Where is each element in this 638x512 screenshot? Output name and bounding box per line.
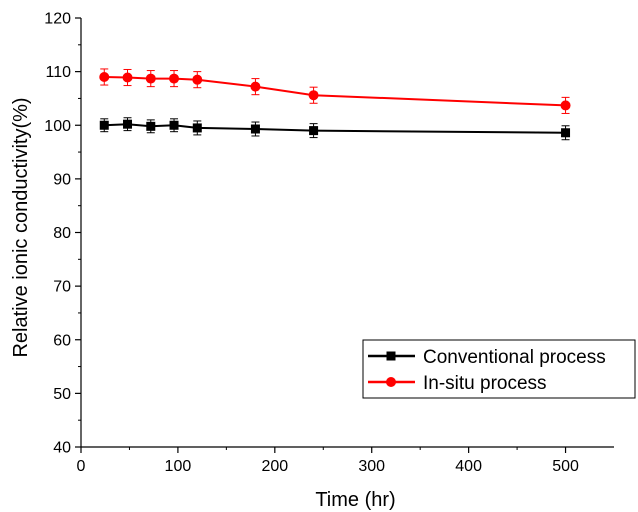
legend-box <box>362 339 636 399</box>
data-point-square <box>169 120 179 130</box>
data-point-circle <box>192 74 203 85</box>
legend-label-in-situ: In-situ process <box>423 373 547 394</box>
y-tick-label: 110 <box>45 64 71 81</box>
data-point-square <box>146 121 156 131</box>
y-tick-label: 40 <box>53 440 71 457</box>
data-point-square <box>561 128 571 138</box>
x-axis: 0 100 200 300 400 500 <box>77 447 579 475</box>
data-point-square <box>99 120 109 130</box>
x-tick-label: 500 <box>552 458 579 475</box>
data-point-circle <box>560 100 571 111</box>
y-tick-label: 90 <box>53 171 71 188</box>
legend-marker-square <box>386 351 396 361</box>
x-tick-label: 200 <box>261 458 288 475</box>
data-point-circle <box>122 72 133 83</box>
x-tick-label: 0 <box>77 458 86 475</box>
y-axis-title: Relative ionic conductivity(%) <box>10 97 32 357</box>
y-tick-label: 120 <box>44 11 71 28</box>
x-tick-label: 400 <box>455 458 482 475</box>
y-axis: 40 50 60 70 80 90 100 110 120 <box>44 11 81 457</box>
data-point-square <box>123 119 133 129</box>
x-tick-label: 100 <box>165 458 192 475</box>
legend: Conventional process In-situ process <box>362 339 636 399</box>
data-point-square <box>309 126 319 136</box>
data-point-square <box>250 124 260 134</box>
data-point-circle <box>169 73 180 84</box>
y-tick-label: 100 <box>44 118 71 135</box>
x-axis-title: Time (hr) <box>315 489 395 511</box>
y-tick-label: 60 <box>53 332 71 349</box>
legend-marker-circle <box>386 377 396 387</box>
y-tick-label: 80 <box>53 225 71 242</box>
series-layer <box>99 68 571 141</box>
series-in-situ <box>99 68 571 114</box>
y-tick-label: 50 <box>53 386 71 403</box>
data-point-circle <box>145 73 156 84</box>
data-point-circle <box>250 81 261 92</box>
data-point-circle <box>308 90 319 101</box>
x-tick-label: 300 <box>358 458 385 475</box>
y-tick-label: 70 <box>53 279 71 296</box>
series-conventional <box>99 117 571 141</box>
data-point-square <box>192 123 202 133</box>
legend-label-conventional: Conventional process <box>423 347 606 368</box>
data-point-circle <box>99 71 110 82</box>
